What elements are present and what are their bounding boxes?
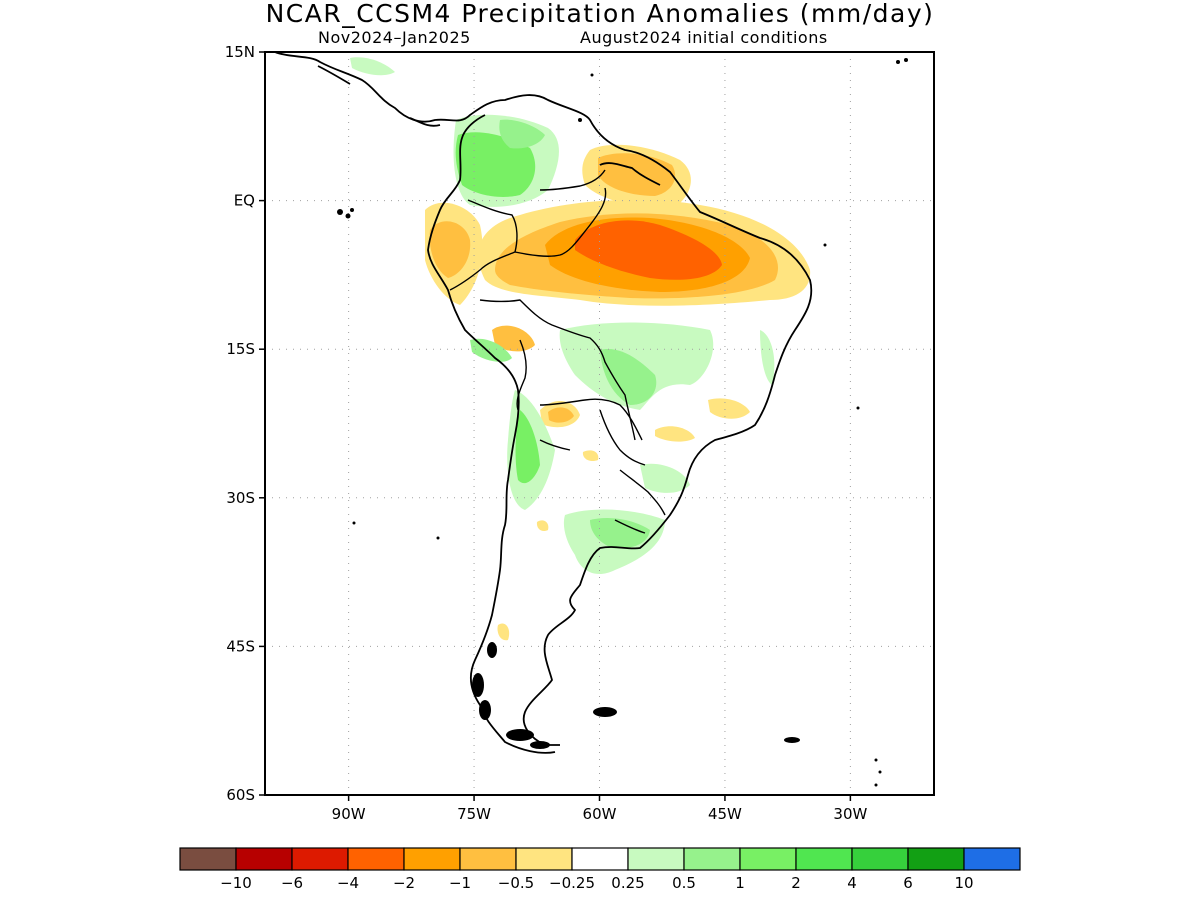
colorbar-label: −0.25 xyxy=(549,874,595,892)
colorbar-swatch xyxy=(403,847,461,871)
colorbar-label: 1 xyxy=(735,874,745,892)
anomaly-wet-southern-brazil xyxy=(640,463,690,493)
colorbar-label: −4 xyxy=(337,874,359,892)
lon-tick-label: 75W xyxy=(457,805,491,823)
colorbar-label: 0.25 xyxy=(611,874,644,892)
colorbar-label: 10 xyxy=(954,874,973,892)
anomaly-dry-bolivia-core xyxy=(548,407,574,423)
colorbar-label: 0.5 xyxy=(672,874,696,892)
colorbar-label: −2 xyxy=(393,874,415,892)
colorbar-swatch xyxy=(515,847,573,871)
colorbar-swatch xyxy=(739,847,797,871)
lat-tick-label: 15N xyxy=(225,43,255,61)
lon-tick-label: 30W xyxy=(833,805,867,823)
islands xyxy=(337,58,908,787)
lat-tick-label: EQ xyxy=(234,192,255,210)
lat-tick-label: 45S xyxy=(226,637,255,655)
map-title: NCAR_CCSM4 Precipitation Anomalies (mm/d… xyxy=(265,0,935,28)
colorbar-label: −10 xyxy=(220,874,252,892)
colorbar-swatch xyxy=(235,847,293,871)
colorbar-label: −6 xyxy=(281,874,303,892)
longitude-axis: 90W 75W 60W 45W 30W xyxy=(332,795,868,823)
anomaly-dry-southeast-brazil xyxy=(708,398,750,419)
lon-tick-label: 45W xyxy=(708,805,742,823)
colorbar-swatch xyxy=(571,847,629,871)
anomaly-wet-andes-core xyxy=(515,410,540,484)
lat-tick-label: 60S xyxy=(226,786,255,804)
anomaly-wet-uruguay-core xyxy=(590,518,650,549)
colorbar-label: 6 xyxy=(903,874,913,892)
colorbar-label: 4 xyxy=(847,874,857,892)
anomaly-dry-peru xyxy=(492,325,535,352)
anomaly-dry-rio xyxy=(655,426,695,442)
anomaly-dry-ecuador-core xyxy=(429,221,471,278)
colorbar-label: 2 xyxy=(791,874,801,892)
colorbar-swatch xyxy=(851,847,909,871)
colorbar-label: −1 xyxy=(449,874,471,892)
forecast-period: Nov2024–Jan2025 xyxy=(318,28,471,47)
map-gridlines xyxy=(265,52,934,795)
anomaly-dry-paraguay xyxy=(582,450,599,462)
colorbar-swatch xyxy=(627,847,685,871)
colorbar-swatch xyxy=(907,847,965,871)
lon-tick-label: 90W xyxy=(332,805,366,823)
colorbar: −10 −6 −4 −2 −1 −0.5 −0.25 0.25 0.5 1 2 4 6 10 xyxy=(179,847,1021,892)
colorbar-swatch xyxy=(795,847,853,871)
anomaly-wet-caribbean xyxy=(350,57,395,76)
colorbar-swatch xyxy=(683,847,741,871)
colorbar-label: −0.5 xyxy=(498,874,534,892)
initial-conditions: August2024 initial conditions xyxy=(580,28,828,47)
anomaly-wet-colombia-light xyxy=(499,119,545,149)
colorbar-swatch xyxy=(179,847,237,871)
latitude-axis: 15N EQ 15S 30S 45S 60S xyxy=(225,43,265,804)
coastline xyxy=(274,52,813,754)
anomaly-wet-central-brazil-core xyxy=(600,349,657,405)
anomaly-wet-east-brazil xyxy=(760,330,775,385)
colorbar-swatch xyxy=(459,847,517,871)
colorbar-swatch xyxy=(963,847,1021,871)
anomaly-dry-patagonia xyxy=(497,623,510,641)
lat-tick-label: 15S xyxy=(226,340,255,358)
country-borders xyxy=(449,169,666,534)
colorbar-swatch xyxy=(291,847,349,871)
lon-tick-label: 60W xyxy=(583,805,617,823)
anomaly-dry-argentina xyxy=(536,520,549,532)
lat-tick-label: 30S xyxy=(226,489,255,507)
anomaly-dry-amazon-core xyxy=(575,220,722,280)
colorbar-swatch xyxy=(347,847,405,871)
